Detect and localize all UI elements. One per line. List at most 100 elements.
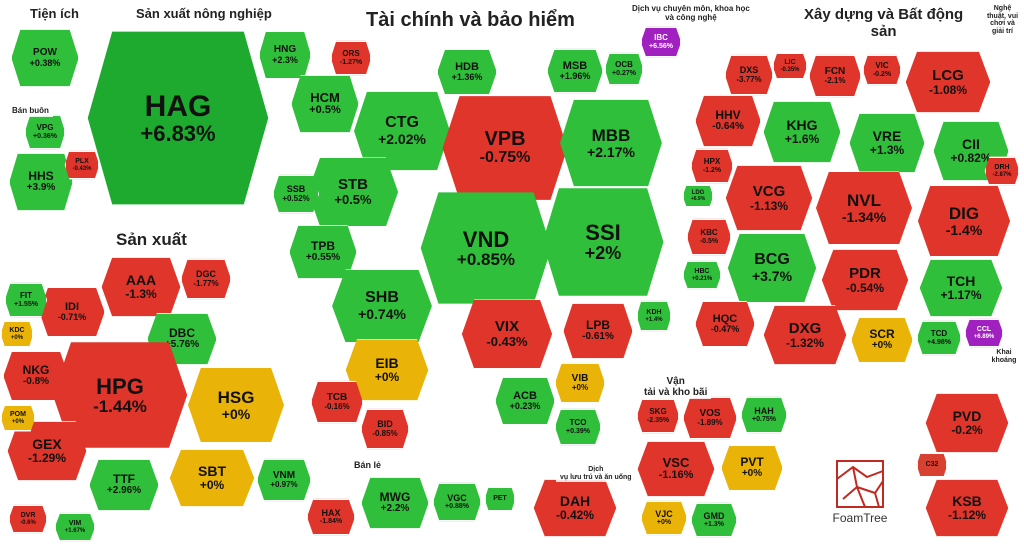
cell-dxs[interactable]: DXS-3.77%: [724, 54, 774, 96]
cell-ibc[interactable]: IBC+6.56%: [640, 26, 682, 58]
ticker-label: CTG: [385, 115, 419, 132]
ticker-label: KDH: [646, 309, 661, 316]
pct-label: +0%: [657, 519, 671, 526]
cell-fcn[interactable]: FCN-2.1%: [808, 54, 862, 98]
cell-gmd[interactable]: GMD+1.3%: [690, 502, 738, 538]
cell-kdh[interactable]: KDH+1.4%: [636, 300, 672, 332]
cell-skg[interactable]: SKG-2.35%: [636, 398, 680, 434]
cell-tcd[interactable]: TCD+4.98%: [916, 320, 962, 356]
pct-label: -1.44%: [93, 398, 147, 416]
cell-vic[interactable]: VIC-0.2%: [862, 54, 902, 86]
cell-hbc[interactable]: HBC+0.21%: [682, 260, 722, 290]
cell-dxg[interactable]: DXG-1.32%: [762, 304, 848, 366]
cell-msb[interactable]: MSB+1.96%: [546, 48, 604, 94]
cell-hhs[interactable]: HHS+3.9%: [8, 152, 74, 212]
cell-ssi[interactable]: SSI+2%: [540, 186, 666, 298]
cell-hqc[interactable]: HQC-0.47%: [694, 300, 756, 348]
cell-vnd[interactable]: VND+0.85%: [418, 190, 554, 306]
cell-lcg[interactable]: LCG-1.08%: [904, 50, 992, 114]
cell-khg[interactable]: KHG+1.6%: [762, 100, 842, 164]
cell-aaa[interactable]: AAA-1.3%: [100, 256, 182, 318]
cell-hah[interactable]: HAH+0.75%: [740, 396, 788, 434]
cell-hsg[interactable]: HSG+0%: [186, 366, 286, 444]
cell-hag[interactable]: HAG+6.83%: [84, 28, 272, 208]
cell-vpb[interactable]: VPB-0.75%: [440, 94, 570, 202]
cell-ccl[interactable]: CCL+6.89%: [964, 318, 1004, 348]
cell-vgc[interactable]: VGC+0.88%: [432, 482, 482, 522]
cell-vib[interactable]: VIB+0%: [554, 362, 606, 404]
ticker-label: GMD: [704, 512, 725, 521]
cell-kdc[interactable]: KDC+0%: [0, 320, 34, 348]
cell-fit[interactable]: FIT+1.55%: [4, 282, 48, 318]
cell-vix[interactable]: VIX-0.43%: [460, 298, 554, 370]
cell-vim[interactable]: VIM+1.67%: [54, 512, 96, 542]
cell-nvl[interactable]: NVL-1.34%: [814, 170, 914, 246]
pct-label: +6.83%: [140, 122, 215, 145]
cell-hhv[interactable]: HHV-0.64%: [694, 94, 762, 148]
cell-vre[interactable]: VRE+1.3%: [848, 112, 926, 174]
cell-dah[interactable]: DAH-0.42%: [532, 478, 618, 538]
sector-label: Bán lẻ: [350, 460, 385, 472]
cell-mbb[interactable]: MBB+2.17%: [558, 98, 664, 188]
cell-ksb[interactable]: KSB-1.12%: [924, 478, 1010, 538]
cell-vcg[interactable]: VCG-1.13%: [724, 164, 814, 232]
cell-vos[interactable]: VOS-1.89%: [682, 396, 738, 440]
cell-plx[interactable]: PLX-0.43%: [64, 150, 100, 180]
cell-acb[interactable]: ACB+0.23%: [494, 376, 556, 426]
ticker-label: EIB: [375, 356, 398, 371]
ticker-label: HAX: [321, 509, 340, 518]
cell-ors[interactable]: ORS-1.27%: [330, 40, 372, 76]
cell-bcg[interactable]: BCG+3.7%: [726, 232, 818, 304]
pct-label: +3.9%: [27, 183, 56, 194]
cell-lpb[interactable]: LPB-0.61%: [562, 302, 634, 360]
cell-c32[interactable]: C32: [916, 452, 948, 478]
cell-hax[interactable]: HAX-1.84%: [306, 498, 356, 536]
cell-tco[interactable]: TCO+0.39%: [554, 408, 602, 446]
cell-vnm[interactable]: VNM+0.97%: [256, 458, 312, 502]
cell-vsc[interactable]: VSC-1.16%: [636, 440, 716, 498]
pct-label: +2.02%: [378, 132, 426, 147]
sector-label: Vận tải và kho bãi: [640, 375, 711, 399]
cell-dvr[interactable]: DVR-0.6%: [8, 504, 48, 534]
pct-label: +2%: [585, 244, 622, 263]
cell-vjc[interactable]: VJC+0%: [640, 500, 688, 536]
cell-hpx[interactable]: HPX-1.2%: [690, 148, 734, 184]
cell-vpg[interactable]: VPG+0.36%: [24, 114, 66, 150]
sector-label: Dịch vụ chuyên môn, khoa học và công ngh…: [628, 4, 754, 24]
cell-pom[interactable]: POM+0%: [0, 404, 36, 432]
cell-scr[interactable]: SCR+0%: [850, 316, 914, 364]
cell-drh[interactable]: DRH-2.87%: [984, 156, 1020, 186]
cell-sbt[interactable]: SBT+0%: [168, 448, 256, 508]
pct-label: +0.5%: [334, 193, 371, 207]
pct-label: +4.98%: [927, 339, 951, 346]
cell-stb[interactable]: STB+0.5%: [306, 156, 400, 228]
cell-dig[interactable]: DIG-1.4%: [916, 184, 1012, 258]
cell-pdr[interactable]: PDR-0.54%: [820, 248, 910, 312]
cell-lic[interactable]: LIC-0.35%: [772, 52, 808, 80]
cell-idi[interactable]: IDI-0.71%: [38, 286, 106, 338]
cell-hdb[interactable]: HDB+1.36%: [436, 48, 498, 96]
ticker-label: VSC: [663, 456, 690, 470]
ticker-label: VND: [463, 228, 509, 251]
cell-tcb[interactable]: TCB-0.16%: [310, 380, 364, 424]
cell-kbc[interactable]: KBC-0.5%: [686, 218, 732, 256]
pct-label: +0.75%: [752, 416, 776, 423]
cell-ocb[interactable]: OCB+0.27%: [604, 52, 644, 86]
cell-pow[interactable]: POW+0.38%: [10, 28, 80, 88]
cell-ttf[interactable]: TTF+2.96%: [88, 458, 160, 512]
cell-bid[interactable]: BID-0.85%: [360, 408, 410, 450]
cell-dgc[interactable]: DGC-1.77%: [180, 258, 232, 300]
cell-hng[interactable]: HNG+2.3%: [258, 30, 312, 80]
pct-label: +0.55%: [306, 253, 340, 264]
cell-ssb[interactable]: SSB+0.52%: [272, 174, 320, 214]
cell-ldg[interactable]: LDG+6.9%: [682, 184, 714, 208]
cell-tch[interactable]: TCH+1.17%: [918, 258, 1004, 318]
pct-label: +0.39%: [566, 428, 590, 435]
cell-pvt[interactable]: PVT+0%: [720, 444, 784, 492]
cell-pet[interactable]: PET: [484, 486, 516, 512]
cell-mwg[interactable]: MWG+2.2%: [360, 476, 430, 530]
pct-label: +1.6%: [785, 133, 819, 146]
cell-shb[interactable]: SHB+0.74%: [330, 268, 434, 344]
cell-hcm[interactable]: HCM+0.5%: [290, 74, 360, 134]
cell-pvd[interactable]: PVD-0.2%: [924, 392, 1010, 454]
